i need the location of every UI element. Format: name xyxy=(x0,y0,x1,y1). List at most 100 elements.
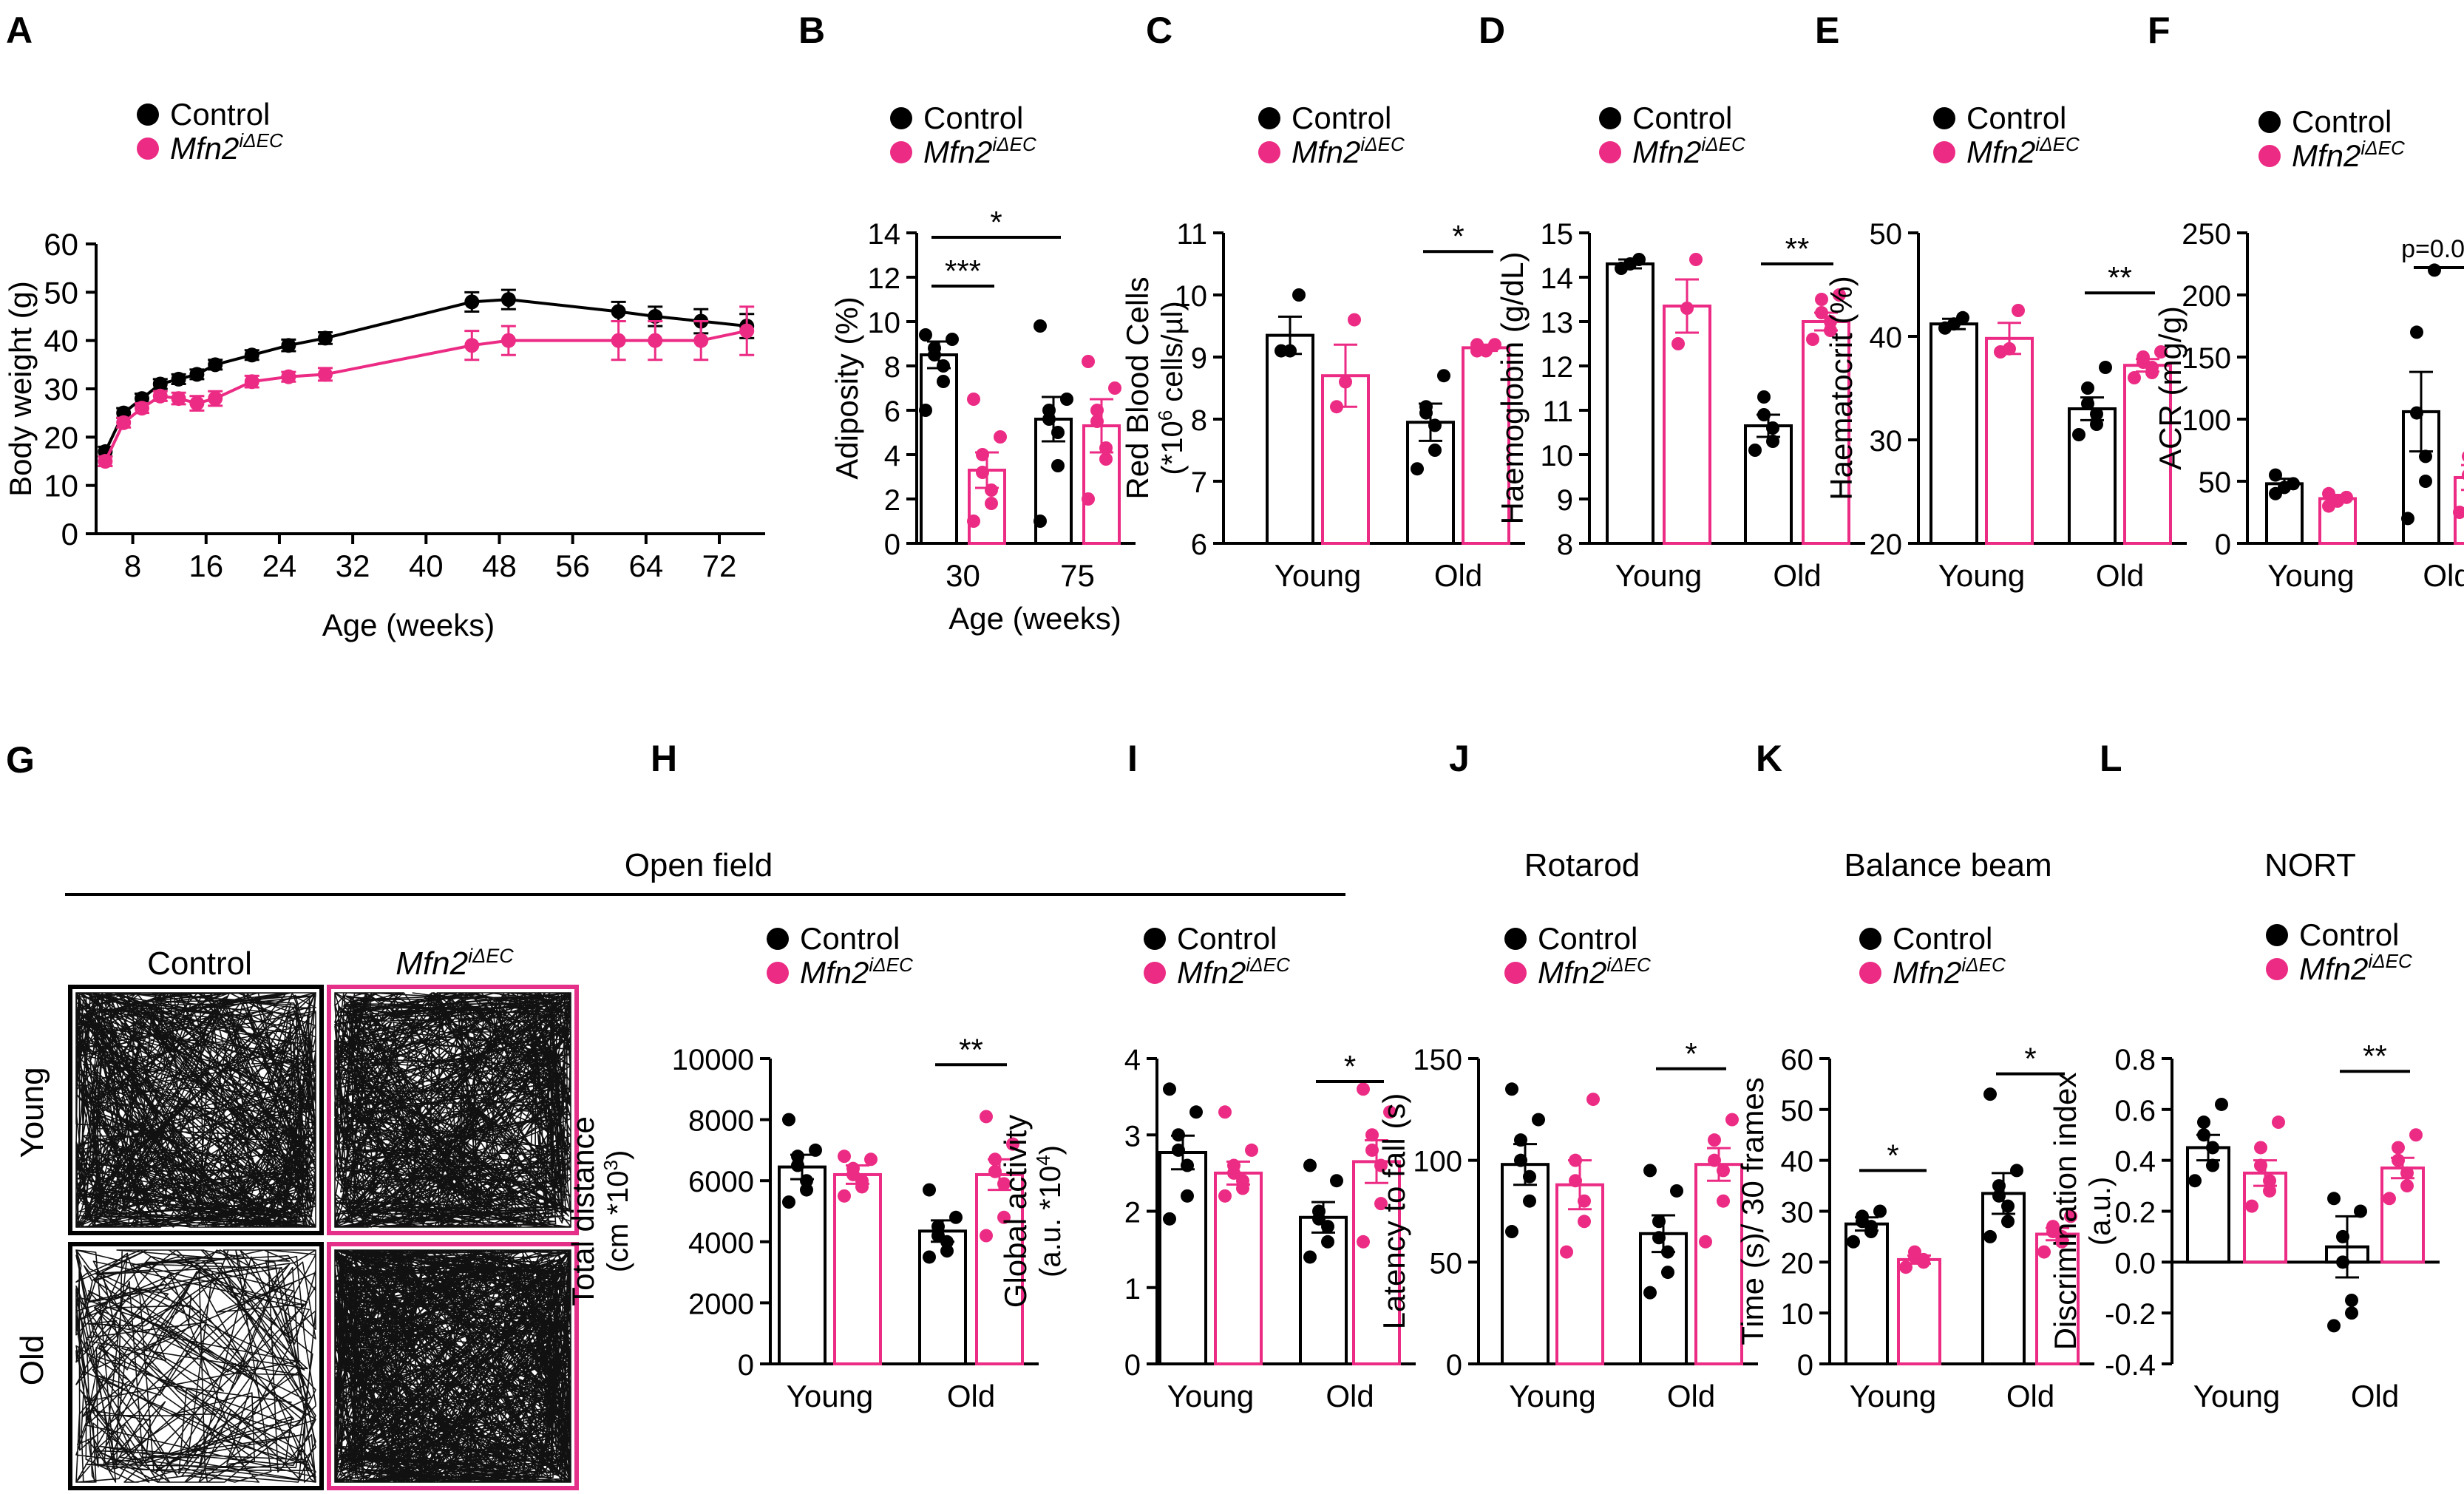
a-data-point xyxy=(611,333,626,348)
l-data-point xyxy=(2206,1141,2219,1155)
i-y-tick-label: 1 xyxy=(1124,1273,1141,1305)
a-data-point xyxy=(648,309,663,324)
panel-label-j: J xyxy=(1449,738,1470,779)
d-data-point xyxy=(1766,435,1779,448)
a-x-tick-label: 32 xyxy=(336,549,370,583)
b-y-tick-label: 8 xyxy=(884,351,900,384)
a-legend-control-label: Control xyxy=(170,97,270,132)
a-data-point xyxy=(208,357,223,373)
b-data-point xyxy=(1060,393,1073,406)
b-y-tick-label: 0 xyxy=(884,529,900,561)
track-young-control-trajectory xyxy=(75,992,316,1228)
d-data-point xyxy=(1671,337,1685,350)
a-data-point xyxy=(611,304,626,319)
j-category-label: Old xyxy=(1667,1379,1715,1413)
a-data-point xyxy=(152,388,168,404)
c-y-tick-label: 10 xyxy=(1175,280,1208,313)
h-data-point xyxy=(846,1161,860,1175)
b-legend-control-label: Control xyxy=(923,101,1023,135)
h-y-tick-label: 10000 xyxy=(672,1044,754,1076)
l-y-axis-subtitle: (a.u.) xyxy=(2084,1177,2117,1246)
d-y-axis-title: Haemoglobin (g/dL) xyxy=(1495,252,1530,525)
i-data-point xyxy=(1181,1158,1194,1172)
panel-label-i: I xyxy=(1127,738,1138,779)
panel-label-e: E xyxy=(1815,10,1839,51)
b-data-point xyxy=(937,359,950,373)
e-data-point xyxy=(2003,342,2016,356)
d-legend-mfn2-label: Mfn2iΔEC xyxy=(1632,133,1745,169)
c-category-label: Young xyxy=(1275,558,1362,593)
f-data-point xyxy=(2410,325,2423,339)
k-legend-mfn2-marker xyxy=(1859,962,1881,984)
h-y-axis-title: Total distance xyxy=(566,1116,600,1306)
l-legend-control-label: Control xyxy=(2299,917,2399,952)
a-data-point xyxy=(244,374,259,390)
c-legend-control-label: Control xyxy=(1292,101,1391,135)
panel-label-f: F xyxy=(2148,10,2171,51)
h-data-point xyxy=(782,1113,795,1127)
d-y-tick-label: 15 xyxy=(1541,218,1574,251)
d-legend-mfn2-marker xyxy=(1599,141,1621,163)
b-data-point xyxy=(1090,415,1104,428)
section-title-balance-beam: Balance beam xyxy=(1844,847,2051,883)
i-data-point xyxy=(1365,1143,1379,1157)
h-y-axis-subtitle: (cm *103) xyxy=(600,1150,634,1273)
b-data-point xyxy=(919,328,932,342)
k-legend-control-label: Control xyxy=(1893,921,1992,956)
c-data-point xyxy=(1339,375,1352,389)
f-legend-mfn2-label: Mfn2iΔEC xyxy=(2292,137,2405,173)
l-data-point xyxy=(2254,1141,2267,1155)
l-data-point xyxy=(2409,1128,2423,1142)
j-y-tick-label: 50 xyxy=(1430,1247,1463,1280)
d-bar-mfn2 xyxy=(1663,305,1711,545)
b-data-point xyxy=(1082,492,1095,506)
e-data-point xyxy=(2137,350,2150,364)
d-data-point xyxy=(1766,421,1779,435)
c-y-tick-label: 6 xyxy=(1191,529,1207,561)
panel-a: A 0 10 20 30 40 50 60 8 16 24 32 40 48 56 64 72 Age (week… xyxy=(3,10,765,642)
b-data-point xyxy=(994,430,1007,444)
e-category-label: Young xyxy=(1938,558,2026,593)
k-data-point xyxy=(1847,1235,1860,1249)
b-data-point xyxy=(1090,404,1104,417)
i-data-point xyxy=(1312,1204,1326,1218)
e-y-tick-label: 40 xyxy=(1870,322,1903,354)
b-x-axis-title: Age (weeks) xyxy=(948,601,1121,636)
l-significance-label: ** xyxy=(2363,1039,2387,1073)
j-data-point xyxy=(1523,1169,1536,1184)
l-data-point xyxy=(2263,1184,2276,1198)
e-significance-label: ** xyxy=(2108,260,2132,295)
e-data-point xyxy=(2081,381,2094,395)
l-data-point xyxy=(2197,1116,2210,1130)
i-significance-label: * xyxy=(1344,1049,1356,1084)
f-significance-label: p=0.053 xyxy=(2401,235,2464,263)
k-data-point xyxy=(1983,1087,1997,1101)
l-data-point xyxy=(2345,1293,2358,1307)
d-data-point xyxy=(1815,306,1828,319)
j-data-point xyxy=(1578,1194,1591,1208)
k-data-point xyxy=(1992,1189,2006,1203)
tracks-column-control: Control xyxy=(147,945,252,982)
i-legend-mfn2-marker xyxy=(1144,962,1166,984)
a-x-tick-label: 16 xyxy=(189,549,223,583)
j-data-point xyxy=(1708,1153,1721,1167)
h-data-point xyxy=(940,1244,954,1258)
a-data-point xyxy=(189,395,205,411)
a-data-point xyxy=(152,376,168,392)
k-category-label: Young xyxy=(1850,1379,1937,1413)
c-y-axis-title: Red Blood Cells xyxy=(1120,276,1155,499)
j-data-point xyxy=(1523,1194,1536,1208)
i-legend-mfn2-label: Mfn2iΔEC xyxy=(1177,954,1290,990)
i-data-point xyxy=(1172,1143,1185,1157)
f-data-point xyxy=(2269,468,2282,482)
c-y-tick-label: 11 xyxy=(1176,218,1207,251)
d-data-point xyxy=(1748,444,1762,457)
l-data-point xyxy=(2392,1153,2405,1167)
j-data-point xyxy=(1652,1231,1666,1245)
panel-label-c: C xyxy=(1146,10,1172,51)
b-category-label: 75 xyxy=(1060,558,1095,593)
a-legend-mfn2-label: Mfn2iΔEC xyxy=(170,129,283,166)
a-x-tick-label: 48 xyxy=(482,549,517,583)
c-data-point xyxy=(1488,338,1501,352)
